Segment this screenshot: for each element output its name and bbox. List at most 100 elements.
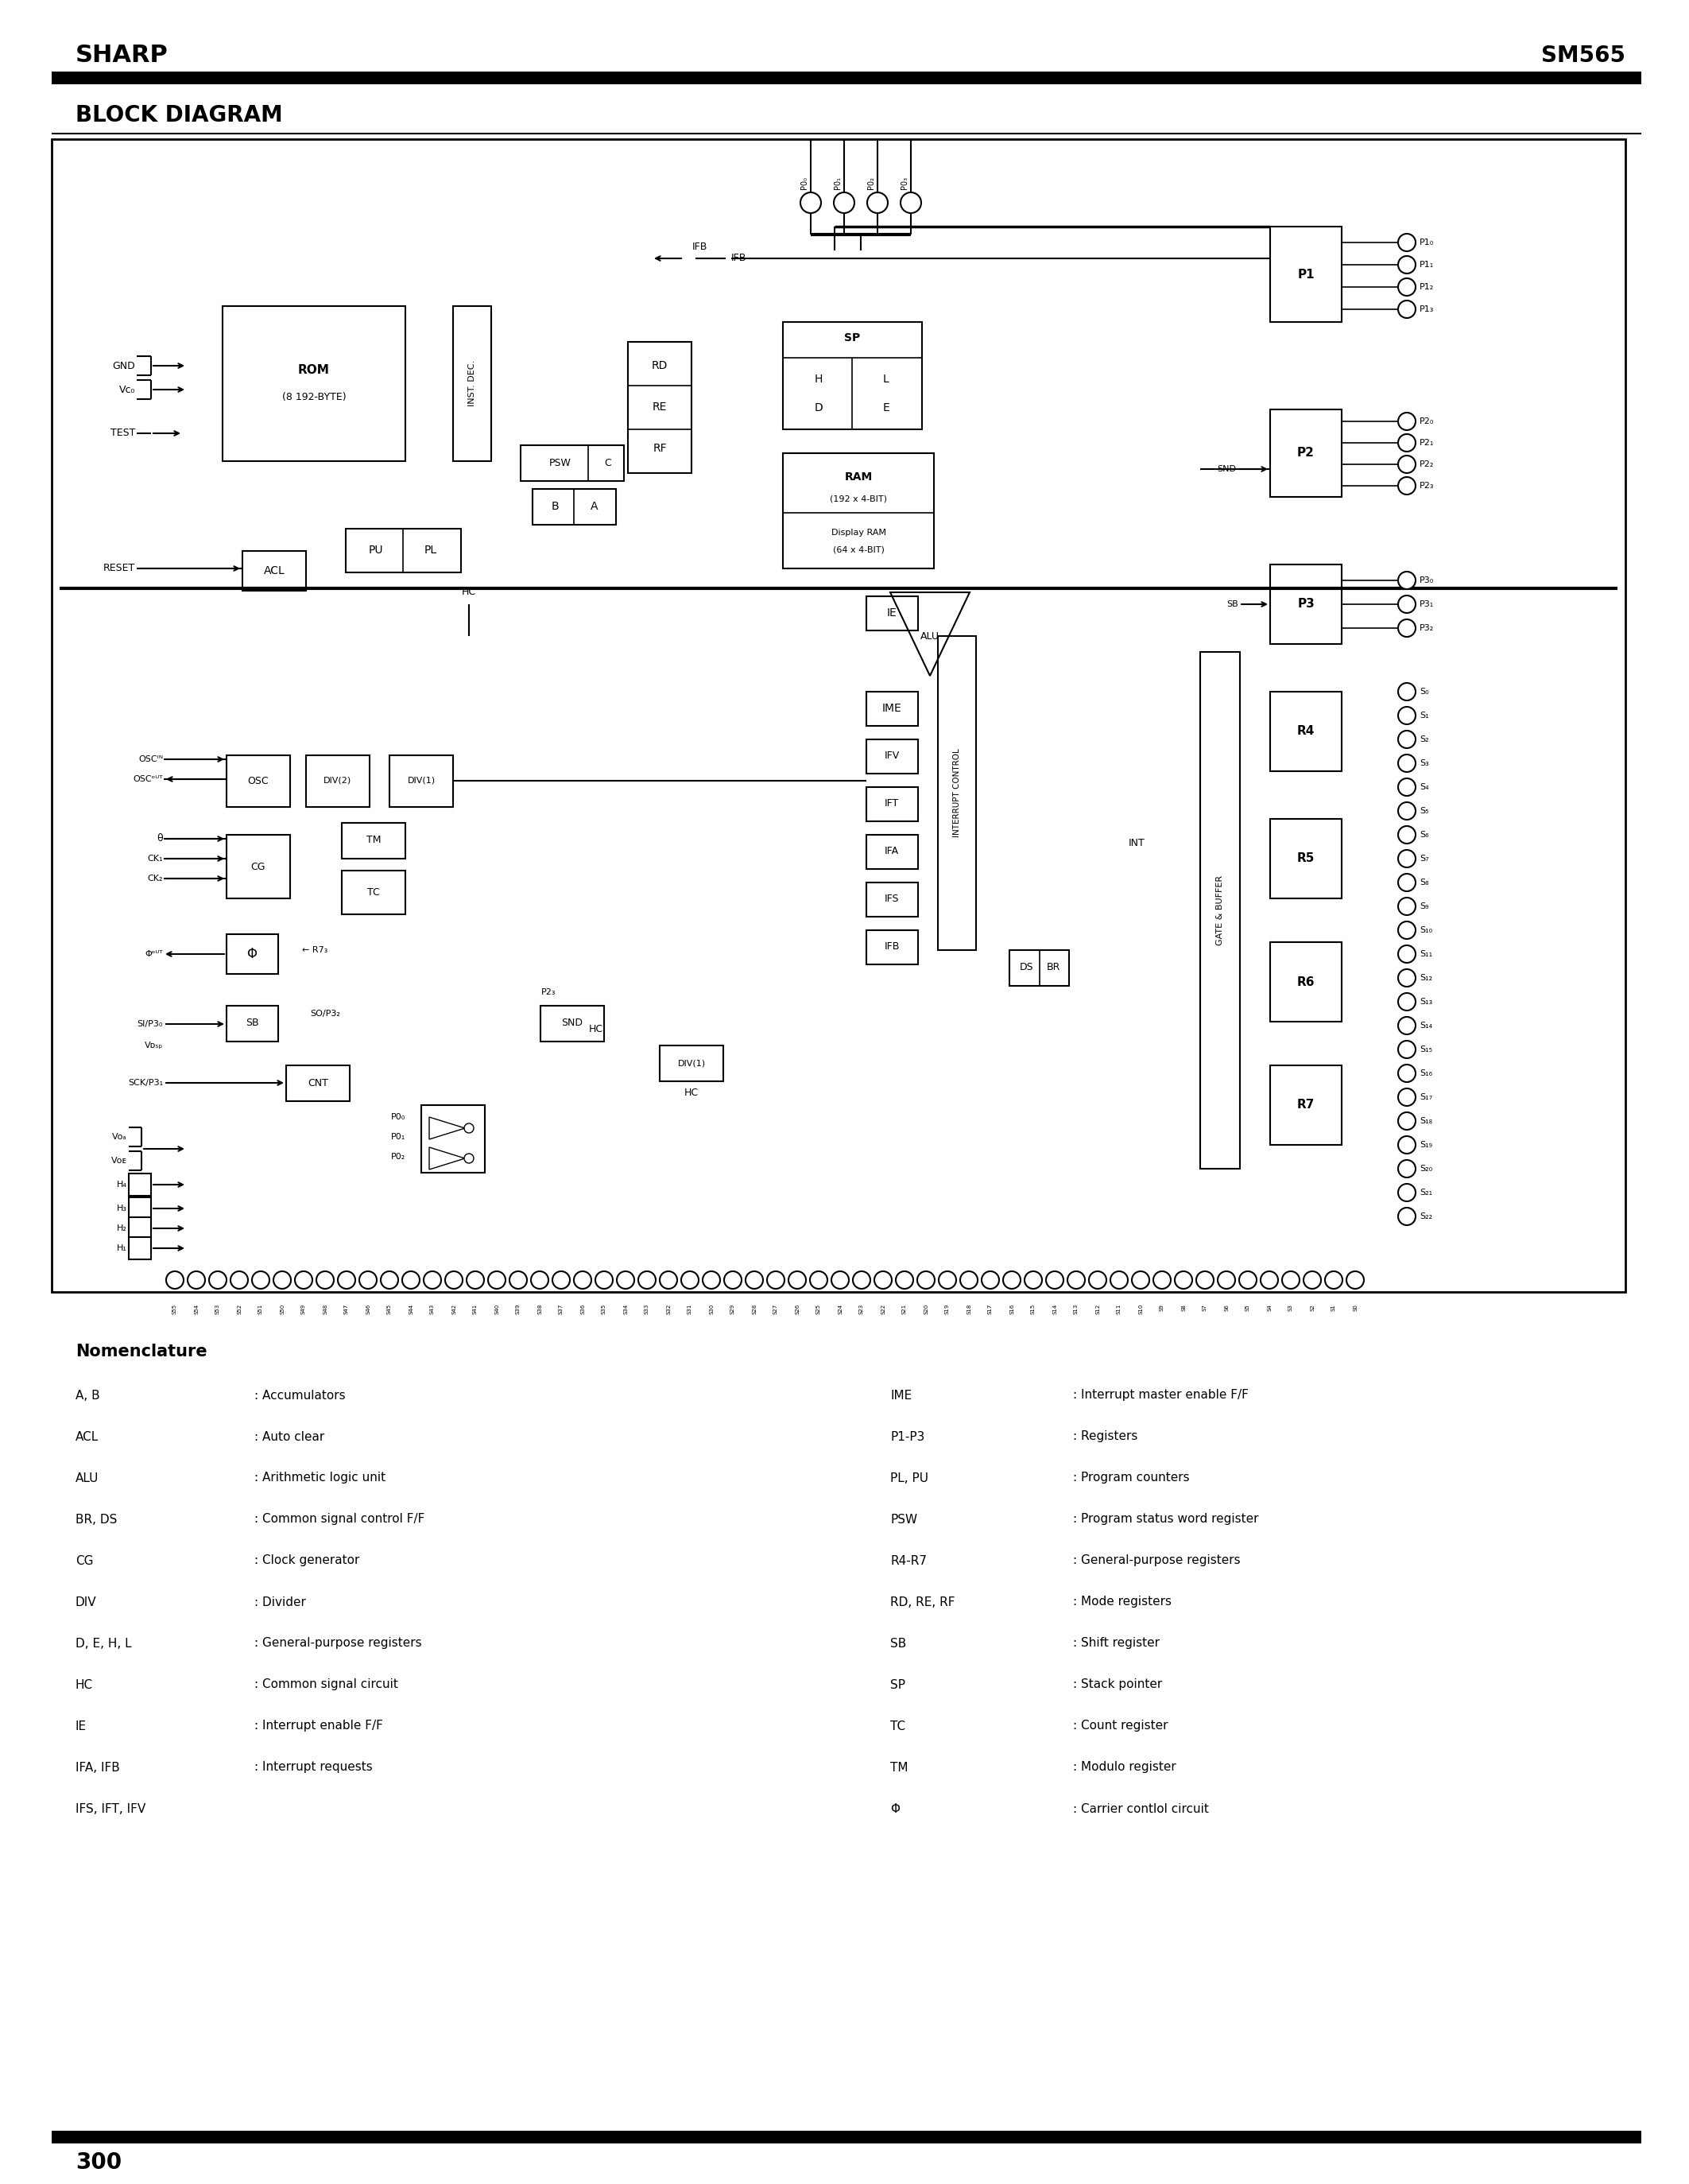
Text: ROM: ROM [299, 365, 329, 376]
Text: Φ: Φ [890, 1802, 900, 1815]
Text: : Program status word register: : Program status word register [1073, 1514, 1258, 1524]
Text: P0₀: P0₀ [801, 177, 809, 190]
Text: P1: P1 [1297, 269, 1314, 280]
Text: H: H [814, 373, 823, 384]
Circle shape [466, 1271, 485, 1289]
Text: S5: S5 [1245, 1304, 1250, 1310]
Text: R4: R4 [1297, 725, 1314, 738]
Circle shape [1398, 994, 1415, 1011]
Bar [223, 306, 405, 461]
Text: Vᴄ₀: Vᴄ₀ [118, 384, 135, 395]
Text: S9: S9 [1160, 1304, 1164, 1310]
Text: : Common signal control F/F: : Common signal control F/F [255, 1514, 424, 1524]
Circle shape [767, 1271, 784, 1289]
Text: : Interrupt enable F/F: : Interrupt enable F/F [255, 1721, 383, 1732]
Text: ALU: ALU [76, 1472, 100, 1483]
Text: (8 192-BYTE): (8 192-BYTE) [282, 393, 346, 402]
Bar [1270, 941, 1341, 1022]
Text: S₆: S₆ [1419, 830, 1429, 839]
Circle shape [1398, 1184, 1415, 1201]
Text: IFA: IFA [885, 847, 899, 856]
Bar [226, 834, 291, 898]
Bar [1270, 819, 1341, 898]
Text: S₂₀: S₂₀ [1419, 1164, 1432, 1173]
Text: : Auto clear: : Auto clear [255, 1431, 324, 1444]
Text: S25: S25 [816, 1304, 821, 1315]
Bar [866, 740, 919, 773]
Bar [540, 1007, 605, 1042]
Text: : Carrier contlol circuit: : Carrier contlol circuit [1073, 1802, 1209, 1815]
Text: SI/P3₀: SI/P3₀ [137, 1020, 162, 1029]
Circle shape [1067, 1271, 1084, 1289]
Bar [1270, 563, 1341, 644]
Circle shape [464, 1153, 473, 1164]
Text: BR, DS: BR, DS [76, 1514, 117, 1524]
Bar [453, 306, 491, 461]
Circle shape [1398, 753, 1415, 771]
Circle shape [552, 1271, 569, 1289]
Text: S52: S52 [236, 1304, 242, 1315]
Circle shape [1398, 1136, 1415, 1153]
Text: INT: INT [1128, 839, 1145, 847]
Text: S51: S51 [258, 1304, 263, 1315]
Text: A: A [591, 500, 598, 511]
Circle shape [1398, 970, 1415, 987]
Text: PSW: PSW [549, 459, 571, 467]
Bar [128, 1197, 150, 1219]
Circle shape [725, 1271, 741, 1289]
Text: RF: RF [652, 443, 667, 454]
Text: S₅: S₅ [1419, 806, 1429, 815]
Circle shape [831, 1271, 850, 1289]
Text: S₀: S₀ [1419, 688, 1429, 697]
Text: RD: RD [652, 360, 667, 371]
Circle shape [1398, 1018, 1415, 1035]
Text: : Accumulators: : Accumulators [255, 1389, 346, 1402]
Text: IE: IE [76, 1721, 86, 1732]
Text: P1₁: P1₁ [1419, 260, 1434, 269]
Circle shape [834, 192, 855, 214]
Circle shape [616, 1271, 635, 1289]
Text: : Interrupt master enable F/F: : Interrupt master enable F/F [1073, 1389, 1248, 1402]
Text: S₂₂: S₂₂ [1419, 1212, 1432, 1221]
Circle shape [1398, 1042, 1415, 1059]
Text: DIV(2): DIV(2) [324, 778, 351, 784]
Bar [341, 871, 405, 915]
Text: H₄: H₄ [117, 1182, 127, 1188]
Text: : Common signal circuit: : Common signal circuit [255, 1679, 399, 1690]
Text: S41: S41 [473, 1304, 478, 1315]
Text: S₁₆: S₁₆ [1419, 1070, 1432, 1077]
Text: S₁₅: S₁₅ [1419, 1046, 1432, 1053]
Circle shape [1398, 684, 1415, 701]
Text: OSCᴵᴺ: OSCᴵᴺ [138, 756, 162, 762]
Text: P3₂: P3₂ [1419, 625, 1434, 631]
Circle shape [1398, 778, 1415, 795]
Text: : Count register: : Count register [1073, 1721, 1169, 1732]
Text: S6: S6 [1225, 1304, 1230, 1310]
Text: P3: P3 [1297, 598, 1314, 609]
Text: P0₂: P0₂ [866, 177, 875, 190]
Text: IME: IME [882, 703, 902, 714]
Text: HC: HC [76, 1679, 93, 1690]
Circle shape [1176, 1271, 1192, 1289]
Text: S20: S20 [924, 1304, 929, 1315]
Text: H₁: H₁ [117, 1245, 127, 1251]
Text: IFA, IFB: IFA, IFB [76, 1762, 120, 1773]
Text: IFT: IFT [885, 799, 899, 808]
Text: S₁: S₁ [1419, 712, 1429, 719]
Text: S40: S40 [495, 1304, 500, 1315]
Bar [784, 452, 934, 568]
Circle shape [360, 1271, 377, 1289]
Text: S22: S22 [880, 1304, 885, 1315]
Bar [52, 140, 1625, 1293]
Text: P3₀: P3₀ [1419, 577, 1434, 585]
Text: : Mode registers: : Mode registers [1073, 1597, 1172, 1607]
Text: SND: SND [1216, 465, 1236, 474]
Text: P3₁: P3₁ [1419, 601, 1434, 607]
Circle shape [1398, 1064, 1415, 1081]
Text: TM: TM [367, 834, 382, 845]
Text: A, B: A, B [76, 1389, 100, 1402]
Text: IME: IME [890, 1389, 912, 1402]
Circle shape [745, 1271, 763, 1289]
Circle shape [1132, 1271, 1149, 1289]
Text: OSCᵒᵁᵀ: OSCᵒᵁᵀ [133, 775, 162, 784]
